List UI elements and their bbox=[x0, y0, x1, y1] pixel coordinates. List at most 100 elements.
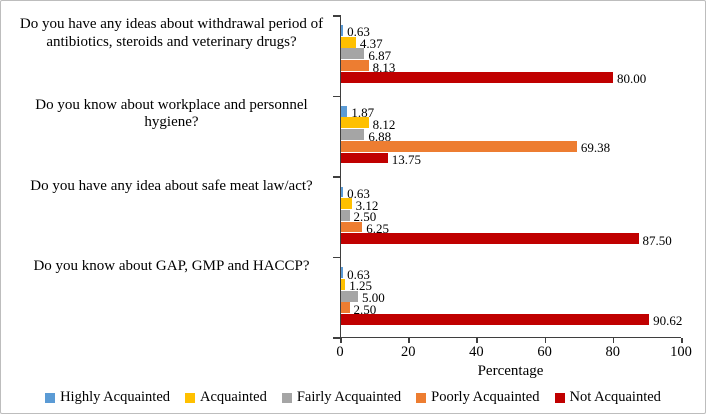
bar-not-acquainted bbox=[341, 71, 613, 83]
legend-label: Highly Acquainted bbox=[60, 389, 171, 405]
bar-not-acquainted bbox=[341, 314, 650, 325]
x-axis-tick bbox=[544, 338, 547, 343]
bar-fairly-acquainted bbox=[341, 48, 365, 60]
bar-fairly-acquainted bbox=[341, 129, 365, 141]
bar-group: 0.63 3.12 2.50 6.25 87.50 bbox=[341, 177, 681, 258]
bar-row: 3.12 bbox=[341, 197, 681, 213]
legend: Highly Acquainted Acquainted Fairly Acqu… bbox=[1, 389, 705, 406]
legend-label: Poorly Acquainted bbox=[431, 389, 540, 405]
plot-row: Do you have any ideas about withdrawal p… bbox=[1, 15, 705, 339]
bar-row: 90.62 bbox=[341, 313, 683, 329]
legend-label: Acquainted bbox=[200, 389, 267, 405]
bar-value-label: 87.50 bbox=[642, 232, 672, 248]
bar-row: 6.25 bbox=[341, 221, 681, 237]
bar-row: 0.63 bbox=[341, 266, 681, 282]
bar-acquainted bbox=[341, 117, 369, 129]
bar-value-label: 0.63 bbox=[347, 266, 370, 282]
bar-value-label: 8.13 bbox=[372, 59, 396, 75]
bar-row: 1.25 bbox=[341, 278, 681, 294]
bar-highly-acquainted bbox=[341, 105, 348, 117]
plot-groups: 0.63 4.37 6.87 8.13 80.00 1.87 8.12 6.88 69.38 13… bbox=[341, 15, 683, 338]
legend-swatch-icon bbox=[185, 392, 196, 403]
bar-row: 69.38 bbox=[341, 140, 681, 154]
bar-poorly-acquainted bbox=[341, 140, 577, 152]
bar-highly-acquainted bbox=[341, 186, 344, 198]
bar-row: 8.13 bbox=[341, 59, 681, 75]
bar-poorly-acquainted bbox=[341, 302, 350, 314]
bar-value-label: 5.00 bbox=[362, 290, 385, 306]
bar-value-label: 6.88 bbox=[368, 128, 392, 144]
bar-highly-acquainted bbox=[341, 267, 344, 279]
category-label: Do you know about workplace and personne… bbox=[35, 96, 308, 131]
bar-row: 80.00 bbox=[341, 71, 681, 87]
x-axis-tick bbox=[476, 338, 478, 343]
bar-acquainted bbox=[341, 198, 352, 210]
bar-row: 8.12 bbox=[341, 116, 681, 132]
legend-swatch-icon bbox=[281, 392, 292, 403]
bar-poorly-acquainted bbox=[341, 60, 369, 71]
bar-value-label: 1.87 bbox=[351, 105, 375, 121]
bar-poorly-acquainted bbox=[341, 221, 363, 233]
legend-label: Not Acquainted bbox=[569, 389, 661, 405]
category-axis: Do you have any ideas about withdrawal p… bbox=[1, 15, 340, 338]
x-axis-tick bbox=[681, 338, 683, 343]
x-axis-title: Percentage bbox=[477, 363, 544, 379]
plot-area: 0.63 4.37 6.87 8.13 80.00 1.87 8.12 6.88 69.38 13… bbox=[333, 15, 683, 339]
x-tick-label: 20 bbox=[400, 344, 416, 360]
bar-acquainted bbox=[341, 36, 356, 48]
x-axis-tick bbox=[340, 338, 342, 343]
bar-row: 2.50 bbox=[341, 209, 681, 225]
bar-value-label: 90.62 bbox=[653, 313, 683, 329]
legend-item-acquainted: Acquainted bbox=[185, 389, 267, 406]
bar-row: 1.87 bbox=[341, 105, 681, 121]
bar-value-label: 6.87 bbox=[368, 47, 392, 63]
bar-value-label: 8.12 bbox=[372, 116, 396, 132]
bar-row: 6.87 bbox=[341, 47, 681, 63]
bar-acquainted bbox=[341, 278, 346, 290]
bar-value-label: 0.63 bbox=[347, 185, 370, 201]
y-axis-tick bbox=[333, 176, 341, 178]
bar-row: 13.75 bbox=[341, 152, 681, 166]
y-axis-tick bbox=[333, 337, 341, 339]
x-axis: 0 20 40 60 80 100 bbox=[336, 338, 692, 363]
legend-swatch-icon bbox=[416, 392, 427, 403]
bar-value-label: 0.63 bbox=[347, 24, 370, 40]
x-axis-tick bbox=[408, 338, 410, 343]
bar-row: 2.50 bbox=[341, 302, 681, 316]
chart-area: Do you have any ideas about withdrawal p… bbox=[1, 1, 705, 406]
y-axis-tick bbox=[333, 256, 341, 258]
legend-item-not-acquainted: Not Acquainted bbox=[554, 389, 661, 406]
bar-value-label: 6.25 bbox=[366, 221, 389, 237]
bar-group: 1.87 8.12 6.88 69.38 13.75 bbox=[341, 96, 681, 177]
bar-fairly-acquainted bbox=[341, 290, 358, 302]
bar-row: 0.63 bbox=[341, 185, 681, 201]
category-label: Do you know about GAP, GMP and HACCP? bbox=[33, 258, 310, 275]
bar-not-acquainted bbox=[341, 152, 388, 164]
bar-value-label: 80.00 bbox=[617, 71, 647, 87]
bar-highly-acquainted bbox=[341, 25, 344, 36]
bar-row: 5.00 bbox=[341, 290, 681, 306]
bar-group: 0.63 4.37 6.87 8.13 80.00 bbox=[341, 15, 681, 96]
legend-item-highly-acquainted: Highly Acquainted bbox=[45, 389, 170, 406]
x-tick-label: 100 bbox=[670, 344, 692, 360]
x-tick-label: 0 bbox=[336, 344, 344, 360]
bar-value-label: 2.50 bbox=[353, 209, 377, 225]
bar-not-acquainted bbox=[341, 233, 639, 245]
bar-group: 0.63 1.25 5.00 2.50 90.62 bbox=[341, 257, 683, 338]
bar-value-label: 4.37 bbox=[359, 36, 383, 52]
legend-item-fairly-acquainted: Fairly Acquainted bbox=[281, 389, 401, 406]
bar-row: 6.88 bbox=[341, 128, 681, 144]
x-axis-tick bbox=[612, 338, 615, 343]
legend-swatch-icon bbox=[45, 392, 56, 403]
bar-row: 0.63 bbox=[341, 24, 681, 40]
x-tick-label: 40 bbox=[469, 344, 484, 360]
bar-fairly-acquainted bbox=[341, 209, 350, 221]
bar-value-label: 1.25 bbox=[349, 278, 372, 294]
bar-value-label: 3.12 bbox=[355, 197, 379, 213]
x-tick-label: 60 bbox=[537, 344, 552, 360]
category-label: Do you have any idea about safe meat law… bbox=[30, 177, 313, 194]
legend-item-poorly-acquainted: Poorly Acquainted bbox=[416, 389, 540, 406]
y-axis-tick bbox=[333, 15, 341, 17]
bar-row: 87.50 bbox=[341, 232, 681, 248]
